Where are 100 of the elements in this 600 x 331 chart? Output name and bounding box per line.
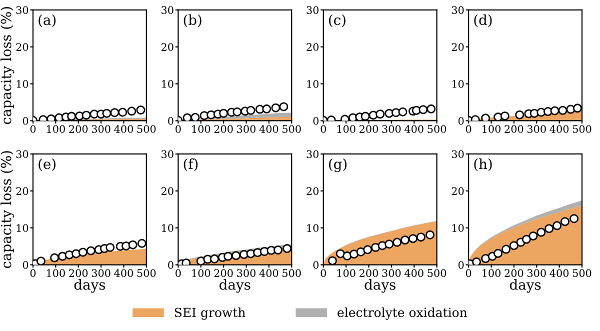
point (416, 232, 426, 242)
x-tick-label: 100 (47, 125, 65, 133)
chart-title: (c) (329, 14, 346, 28)
x-tick-label: 100 (482, 269, 501, 278)
point (356, 247, 366, 256)
y-tick-label: 20 (161, 43, 174, 51)
point (78, 248, 88, 257)
chart-title: (h) (474, 158, 492, 172)
y-tick-label: 0 (168, 116, 174, 125)
point (137, 238, 146, 248)
x-tick-label: 400 (550, 269, 569, 278)
y-tick-label: 20 (306, 187, 319, 196)
x-tick-label: 200 (504, 125, 524, 133)
chart-title: (b) (184, 14, 202, 28)
point (509, 241, 518, 250)
point (481, 254, 490, 264)
x-tick-label: 500 (137, 269, 156, 278)
x-tick-label: 500 (572, 125, 592, 133)
y-tick-label: 10 (162, 224, 174, 232)
y-tick-label: 10 (307, 80, 319, 88)
x-axis-title: days (220, 279, 250, 293)
point (106, 242, 115, 252)
x-tick-label: 0 (30, 269, 36, 278)
x-tick-label: 0 (176, 125, 181, 133)
point (128, 240, 138, 250)
point (522, 234, 531, 244)
point (570, 214, 579, 224)
x-tick-label: 100 (482, 125, 501, 133)
point (528, 231, 538, 240)
x-tick-label: 300 (382, 125, 401, 133)
x-tick-label: 400 (550, 125, 569, 133)
x-tick-label: 400 (404, 125, 424, 133)
y-tick-label: 30 (306, 150, 319, 158)
chart-title: (d) (474, 14, 492, 28)
point (363, 245, 372, 254)
x-tick-label: 300 (237, 269, 256, 278)
chart-title: (g) (329, 158, 347, 172)
x-axis-title: days (74, 279, 106, 293)
x-tick-label: 300 (527, 125, 546, 133)
x-tick-label: 300 (382, 269, 401, 278)
chart-title: (a) (38, 14, 56, 28)
x-tick-label: 200 (360, 125, 378, 133)
y-tick-label: 30 (452, 150, 464, 158)
x-tick-label: 0 (320, 125, 326, 133)
x-tick-label: 500 (428, 269, 446, 278)
chart-title: (f) (184, 158, 198, 172)
point (384, 240, 394, 249)
y-tick-label: 30 (16, 6, 28, 14)
y-tick-label: 10 (452, 224, 464, 232)
x-tick-label: 500 (572, 269, 592, 278)
x-tick-label: 100 (337, 125, 356, 133)
x-tick-label: 100 (192, 125, 210, 133)
x-tick-label: 400 (259, 125, 278, 133)
point (350, 250, 359, 259)
x-tick-label: 100 (192, 269, 210, 278)
y-tick-label: 30 (16, 150, 28, 158)
x-tick-label: 0 (466, 269, 472, 278)
y-tick-label: 30 (306, 6, 319, 14)
x-tick-label: 500 (137, 125, 156, 133)
point (472, 257, 482, 265)
x-tick-label: 200 (69, 269, 88, 278)
y-axis-title: capacity loss (%) (0, 7, 14, 124)
y-tick-label: 0 (22, 116, 28, 125)
point (494, 248, 503, 258)
x-tick-label: 300 (92, 125, 110, 133)
point (426, 230, 435, 240)
point (36, 256, 46, 265)
x-tick-label: 200 (504, 269, 524, 278)
y-tick-label: 10 (162, 80, 174, 88)
point (336, 249, 345, 258)
point (552, 221, 562, 230)
point (371, 242, 380, 252)
point (544, 224, 554, 234)
y-tick-label: 0 (458, 261, 464, 269)
y-tick-label: 0 (313, 116, 319, 125)
x-tick-label: 200 (69, 125, 88, 133)
point (86, 246, 96, 256)
x-tick-label: 400 (114, 125, 133, 133)
legend-label: electrolyte oxidation (338, 307, 468, 320)
y-tick-label: 30 (452, 6, 464, 14)
x-tick-label: 400 (114, 269, 133, 278)
x-tick-label: 500 (282, 125, 301, 133)
y-tick-label: 0 (313, 261, 319, 269)
y-tick-label: 20 (16, 187, 28, 196)
y-tick-label: 20 (452, 187, 464, 196)
y-tick-label: 30 (162, 150, 174, 158)
y-tick-label: 30 (162, 6, 174, 14)
point (50, 253, 60, 262)
point (560, 217, 570, 226)
point (328, 256, 337, 265)
x-tick-label: 100 (47, 269, 65, 278)
y-tick-label: 0 (458, 116, 464, 125)
x-tick-label: 100 (337, 269, 356, 278)
x-tick-label: 300 (237, 125, 256, 133)
x-tick-label: 300 (92, 269, 110, 278)
x-axis-title: days (364, 279, 396, 293)
y-tick-label: 10 (16, 80, 28, 88)
y-tick-label: 0 (22, 261, 28, 269)
x-tick-label: 200 (214, 125, 233, 133)
y-tick-label: 20 (306, 43, 319, 51)
